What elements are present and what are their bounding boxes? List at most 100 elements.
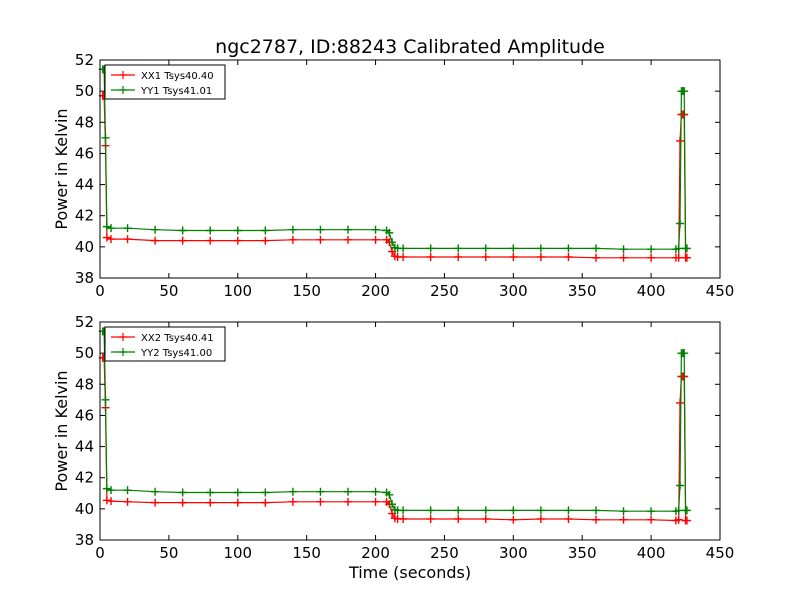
y-tick-label: 42 [75,469,94,487]
y-tick-label: 44 [75,176,94,194]
y-tick-label: 40 [75,500,94,518]
data-point [676,136,685,145]
y-axis-label: Power in Kelvin [52,108,71,229]
data-point [261,226,270,235]
legend-box [104,64,226,100]
data-point [509,252,518,261]
data-point [676,398,685,407]
data-point [371,497,380,506]
data-point [619,253,628,262]
data-point [592,515,600,524]
data-point [682,253,691,262]
data-point [619,515,628,524]
y-axis-label: Power in Kelvin [52,370,71,491]
x-tick-label: 50 [159,544,178,562]
y-tick-label: 50 [75,82,94,100]
data-point [399,506,408,515]
x-tick-label: 100 [223,282,252,300]
data-point [123,235,132,244]
data-point [481,244,490,253]
x-tick-label: 150 [292,544,321,562]
data-point [454,244,463,253]
plot-frame [99,59,721,279]
x-tick-label: 300 [499,282,528,300]
data-point [509,244,518,253]
legend-label: YY2 Tsys41.00 [140,348,212,359]
data-point [385,228,394,237]
legend-marker [119,348,127,356]
data-point [123,486,132,495]
x-tick-label: 0 [95,544,105,562]
x-tick-label: 450 [706,282,735,300]
data-point [178,498,187,507]
data-point [344,487,352,496]
data-point [261,236,270,245]
bottom-panel: 0 50 100 150 200 250 300 350 400 450 38 40 42 44 46 48 5… [52,313,734,562]
data-point [399,244,408,253]
data-point [178,236,187,245]
data-point [674,506,683,515]
data-point [647,245,656,254]
data-point [151,236,160,245]
data-point [564,514,573,523]
data-point [481,252,490,261]
legend-marker [119,333,127,341]
data-point [592,506,600,515]
y-tick-label: 42 [75,207,94,225]
data-point [288,225,297,234]
data-point [388,238,397,247]
data-point [316,497,325,506]
x-tick-label: 350 [568,544,597,562]
data-point [619,507,628,516]
data-point [288,235,297,244]
y-tick-label: 52 [75,51,94,69]
x-tick-label: 450 [706,544,735,562]
data-point [619,245,628,254]
y-tick-label: 52 [75,313,94,331]
data-point [107,224,116,233]
data-point [178,226,187,235]
data-point [426,244,435,253]
legend-label: XX1 Tsys40.40 [141,71,214,82]
data-point [674,515,683,524]
data-point [371,487,380,496]
data-point [206,226,215,235]
x-tick-label: 250 [430,282,459,300]
y-tick-label: 40 [75,238,94,256]
data-point [454,506,463,515]
data-point [233,498,242,507]
data-point [676,219,685,228]
x-tick-label: 50 [159,282,178,300]
data-point [647,253,656,262]
x-tick-label: 200 [361,544,390,562]
data-point [288,497,297,506]
data-point [151,487,160,496]
data-point [206,236,215,245]
data-point [233,226,242,235]
data-point [426,252,435,261]
y-tick-label: 48 [75,375,94,393]
data-point [385,490,394,499]
data-point [102,222,111,231]
top-panel: 0 50 100 150 200 250 300 350 400 450 38 40 42 44 46 48 5… [52,51,734,300]
data-point [536,244,545,253]
data-point [123,224,132,233]
legend-label: XX2 Tsys40.41 [141,333,214,344]
legend-box [104,326,226,362]
data-point [344,235,352,244]
data-point [388,500,397,509]
data-point [481,506,490,515]
legend-marker [119,86,127,94]
data-point [536,514,545,523]
data-point [399,252,408,261]
data-point [261,488,270,497]
x-tick-label: 200 [361,282,390,300]
data-point [261,498,270,507]
data-point [454,252,463,261]
data-point [680,349,689,358]
x-tick-label: 100 [223,544,252,562]
data-point [371,225,380,234]
y-tick-label: 44 [75,438,94,456]
data-point [344,497,352,506]
data-point [316,235,325,244]
